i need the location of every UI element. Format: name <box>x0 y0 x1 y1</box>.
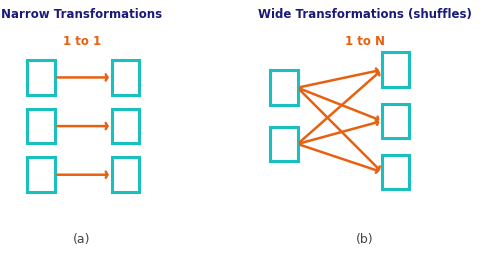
Bar <box>382 104 409 138</box>
Text: Narrow Transformations: Narrow Transformations <box>1 8 162 21</box>
Bar <box>112 60 139 95</box>
Bar <box>27 109 55 143</box>
Text: Wide Transformations (shuffles): Wide Transformations (shuffles) <box>257 8 472 21</box>
Bar <box>27 157 55 192</box>
Text: (b): (b) <box>356 233 373 246</box>
Text: 1 to 1: 1 to 1 <box>63 35 101 48</box>
Text: (a): (a) <box>73 233 91 246</box>
Bar <box>382 155 409 189</box>
Bar <box>27 60 55 95</box>
Bar <box>112 157 139 192</box>
Bar <box>270 70 298 105</box>
Bar <box>270 127 298 161</box>
Bar <box>382 52 409 87</box>
Text: 1 to N: 1 to N <box>345 35 384 48</box>
Bar <box>112 109 139 143</box>
